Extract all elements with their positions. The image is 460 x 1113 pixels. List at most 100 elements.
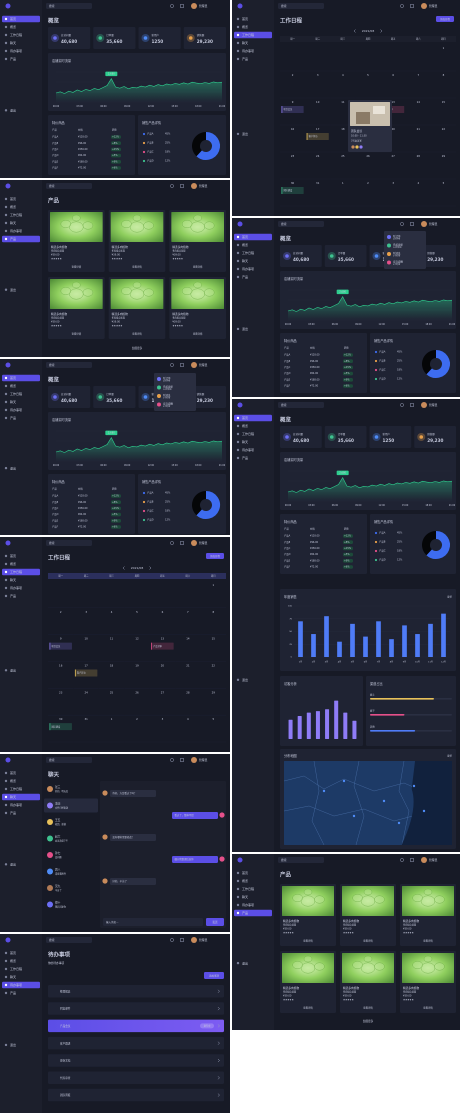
nav-item[interactable]: 概览 [242, 242, 248, 247]
nav-item[interactable]: 概览 [242, 423, 248, 428]
product-button[interactable]: 查看详情 [72, 265, 82, 269]
load-more[interactable]: 加载更多 [132, 346, 143, 350]
event-text[interactable]: 团队建设 [284, 188, 294, 192]
todo-item[interactable] [48, 985, 224, 998]
nav-item[interactable]: 首页 [10, 196, 16, 201]
nav-item[interactable]: 首页 [10, 553, 16, 558]
product-button[interactable]: 查看详情 [423, 939, 433, 943]
nav-item[interactable]: 产品 [10, 990, 16, 995]
notification-icon[interactable] [180, 938, 184, 942]
product-button[interactable]: 查看详情 [363, 939, 373, 943]
notification-title[interactable]: 新订单 [163, 376, 171, 380]
event-text[interactable]: 产品评审 [153, 644, 162, 648]
nav-item[interactable]: 工作日程 [10, 569, 22, 574]
nav-item[interactable]: 概览 [242, 878, 248, 883]
nav-item[interactable]: 待办事项 [242, 902, 254, 907]
nav-item[interactable]: 首页 [10, 375, 16, 380]
notification-icon[interactable] [180, 541, 184, 545]
nav-item[interactable]: 待办事项 [242, 447, 254, 452]
contact-name[interactable]: 吴九 [55, 884, 61, 888]
contact-name[interactable]: 赵六 [55, 835, 61, 839]
send-button[interactable] [206, 918, 224, 926]
nav-item[interactable]: 聊天 [10, 399, 16, 404]
nav-item[interactable]: 首页 [242, 234, 248, 239]
product-button[interactable]: 查看详情 [72, 332, 82, 336]
nav-item[interactable]: 工作日程 [10, 212, 22, 217]
logout[interactable]: 退出 [10, 287, 16, 292]
nav-item[interactable]: 产品 [10, 810, 16, 815]
todo-item[interactable] [48, 1088, 224, 1102]
product-button[interactable]: 查看详情 [303, 1006, 313, 1010]
product-button[interactable]: 查看详情 [303, 939, 313, 943]
nav-item[interactable]: 工作日程 [10, 786, 22, 791]
notification-icon[interactable] [410, 4, 414, 8]
nav-item[interactable]: 聊天 [10, 974, 16, 979]
nav-item[interactable]: 概览 [10, 778, 16, 783]
notification-icon[interactable] [180, 363, 184, 367]
nav-item[interactable]: 待办事项 [10, 802, 22, 807]
nav-item[interactable]: 待办事项 [10, 585, 22, 590]
notification-title[interactable]: 系统更新 [163, 385, 174, 389]
product-button[interactable]: 查看详情 [193, 332, 203, 336]
nav-item[interactable]: 聊天 [10, 220, 16, 225]
todo-item[interactable] [48, 1036, 224, 1050]
nav-item[interactable]: 产品 [10, 593, 16, 598]
contact-name[interactable]: 郑十 [55, 901, 61, 905]
nav-item[interactable]: 产品 [242, 455, 248, 460]
nav-item[interactable]: 概览 [10, 958, 16, 963]
nav-item[interactable]: 待办事项 [10, 982, 22, 987]
product-button[interactable]: 查看详情 [132, 332, 142, 336]
contact-name[interactable]: 张三 [55, 785, 61, 789]
nav-item[interactable]: 聊天 [242, 894, 248, 899]
notification-icon[interactable] [410, 403, 414, 407]
nav-item[interactable]: 概览 [10, 561, 16, 566]
notification-title[interactable]: 库存提醒 [393, 260, 404, 264]
nav-item[interactable]: 概览 [10, 24, 16, 29]
nav-item[interactable]: 聊天 [242, 40, 248, 45]
nav-item[interactable]: 待办事项 [10, 48, 22, 53]
contact-name[interactable]: 孙七 [55, 851, 61, 855]
nav-item[interactable]: 工作日程 [10, 391, 22, 396]
nav-item[interactable]: 首页 [10, 950, 16, 955]
load-more[interactable]: 加载更多 [363, 1019, 374, 1023]
nav-item[interactable]: 产品 [242, 274, 248, 279]
notification-icon[interactable] [180, 184, 184, 188]
nav-item[interactable]: 聊天 [10, 577, 16, 582]
logout[interactable]: 退出 [10, 1042, 16, 1047]
nav-item[interactable]: 待办事项 [10, 407, 22, 412]
nav-item[interactable]: 产品 [10, 56, 16, 61]
event-text[interactable]: 客户拜访 [309, 134, 319, 138]
event-text[interactable]: 项目会议 [284, 107, 294, 111]
logout[interactable]: 退出 [242, 326, 248, 331]
nav-item[interactable]: 首页 [242, 16, 248, 21]
nav-item[interactable]: 工作日程 [242, 32, 254, 37]
product-button[interactable]: 查看详情 [363, 1006, 373, 1010]
event-text[interactable]: 客户拜访 [77, 671, 87, 675]
add-button[interactable] [206, 553, 224, 559]
event-text[interactable]: 项目会议 [52, 644, 62, 648]
product-button[interactable]: 查看详情 [423, 1006, 433, 1010]
logout[interactable]: 退出 [242, 131, 248, 136]
add-button[interactable] [436, 16, 454, 22]
notification-title[interactable]: 库存提醒 [163, 402, 174, 406]
nav-item[interactable]: 产品 [242, 56, 248, 61]
product-button[interactable]: 查看详情 [193, 265, 203, 269]
todo-item[interactable] [48, 1019, 224, 1033]
nav-item[interactable]: 首页 [242, 415, 248, 420]
notification-icon[interactable] [180, 758, 184, 762]
logout[interactable]: 退出 [10, 668, 16, 673]
nav-item[interactable]: 待办事项 [242, 48, 254, 53]
nav-item[interactable]: 产品 [10, 236, 16, 241]
logout[interactable]: 退出 [10, 465, 16, 470]
nav-item[interactable]: 产品 [242, 910, 248, 915]
add-button[interactable] [204, 972, 224, 979]
nav-item[interactable]: 待办事项 [10, 228, 22, 233]
nav-item[interactable]: 工作日程 [10, 32, 22, 37]
nav-item[interactable]: 工作日程 [242, 250, 254, 255]
contact-name[interactable]: 李四 [55, 802, 61, 806]
logout[interactable]: 退出 [10, 862, 16, 867]
nav-item[interactable]: 工作日程 [242, 431, 254, 436]
logout[interactable]: 退出 [10, 108, 16, 113]
todo-item[interactable] [48, 1054, 224, 1067]
contact-name[interactable]: 周八 [55, 868, 61, 872]
